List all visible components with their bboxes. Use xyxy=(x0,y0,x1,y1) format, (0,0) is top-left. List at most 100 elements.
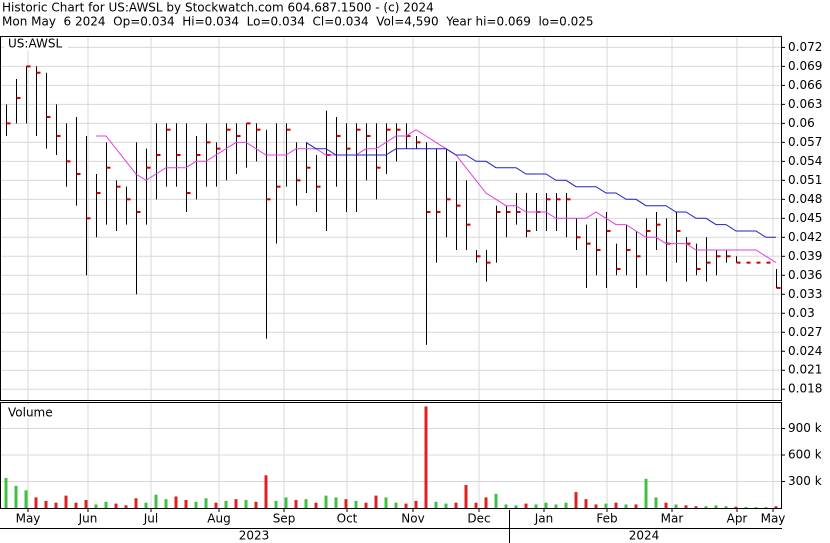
volume-bar xyxy=(224,500,228,508)
volume-bar xyxy=(154,494,158,508)
volume-bar xyxy=(54,502,58,508)
volume-bar xyxy=(74,502,78,508)
label-bg xyxy=(4,405,56,419)
volume-bar xyxy=(654,497,658,508)
volume-bar xyxy=(364,502,368,508)
volume-bar xyxy=(564,502,568,508)
chart-title: Historic Chart for US:AWSL by Stockwatch… xyxy=(2,1,434,15)
volume-bar xyxy=(104,501,108,508)
x-tick-label: Aug xyxy=(207,512,230,526)
y-tick-label: 0.033 xyxy=(788,287,822,301)
chart-subtitle: Mon May 6 2024 Op=0.034 Hi=0.034 Lo=0.03… xyxy=(2,15,594,29)
volume-bar xyxy=(644,478,648,508)
y-tick-label: 0.024 xyxy=(788,344,822,358)
volume-bar xyxy=(684,505,688,508)
volume-bar xyxy=(24,490,28,508)
volume-bar xyxy=(184,500,188,508)
volume-bar xyxy=(264,475,268,508)
volume-bar xyxy=(374,495,378,508)
volume-bar xyxy=(64,495,68,508)
volume-bar xyxy=(44,500,48,508)
y-tick-label: 0.057 xyxy=(788,135,822,149)
volume-bar xyxy=(674,504,678,508)
volume-bar xyxy=(664,502,668,508)
volume-bar xyxy=(414,500,418,508)
y-tick-label: 0.054 xyxy=(788,154,822,168)
volume-bar xyxy=(504,504,508,508)
volume-bar xyxy=(284,497,288,508)
x-tick-label: May xyxy=(761,512,786,526)
volume-bar xyxy=(524,503,528,508)
volume-bar xyxy=(214,502,218,508)
year-label: 2023 xyxy=(239,529,270,543)
y-tick-label: 0.072 xyxy=(788,40,822,54)
volume-bar xyxy=(314,502,318,508)
volume-bar xyxy=(94,504,98,508)
y-tick-label: 300 k xyxy=(788,474,822,488)
volume-bar xyxy=(514,505,518,508)
volume-bar xyxy=(354,500,358,508)
x-tick-label: Mar xyxy=(661,512,684,526)
plot-area xyxy=(1,36,781,508)
volume-bar xyxy=(294,500,298,508)
volume-bar xyxy=(134,498,138,508)
x-tick-label: Sep xyxy=(273,512,296,526)
volume-bar xyxy=(594,504,598,508)
volume-bar xyxy=(14,485,18,508)
volume-bar xyxy=(244,500,248,508)
volume-bar xyxy=(334,497,338,508)
volume-bar xyxy=(764,507,768,508)
volume-bar xyxy=(4,477,8,508)
volume-bar xyxy=(754,507,758,508)
volume-bar xyxy=(474,502,478,508)
volume-bar xyxy=(34,497,38,508)
volume-bar xyxy=(234,499,238,508)
volume-bar xyxy=(144,502,148,508)
volume-bar xyxy=(454,502,458,508)
volume-bar xyxy=(404,503,408,508)
y-tick-label: 0.042 xyxy=(788,230,822,244)
volume-bar xyxy=(84,500,88,508)
x-tick-label: Oct xyxy=(337,512,358,526)
label-bg xyxy=(4,38,68,50)
volume-bar xyxy=(114,503,118,508)
volume-bar xyxy=(174,496,178,508)
y-tick-label: 0.036 xyxy=(788,268,822,282)
volume-bar xyxy=(584,499,588,508)
volume-bar xyxy=(634,504,638,508)
x-tick-label: Jun xyxy=(78,512,98,526)
x-tick-label: Apr xyxy=(727,512,748,526)
y-tick-label: 600 k xyxy=(788,448,822,462)
volume-bar xyxy=(124,505,128,508)
x-tick-label: Dec xyxy=(467,512,490,526)
y-tick-label: 0.063 xyxy=(788,97,822,111)
y-tick-label: 0.06 xyxy=(788,116,815,130)
price-label: US:AWSL xyxy=(8,37,62,51)
volume-bar xyxy=(724,506,728,508)
x-tick-label: Jan xyxy=(534,512,554,526)
volume-bar xyxy=(254,501,258,508)
y-tick-label: 0.069 xyxy=(788,59,822,73)
volume-bar xyxy=(624,504,628,508)
volume-label: Volume xyxy=(8,406,53,420)
volume-bar xyxy=(424,406,428,508)
x-tick-label: Feb xyxy=(596,512,617,526)
y-tick-label: 0.03 xyxy=(788,306,815,320)
volume-bar xyxy=(694,506,698,508)
volume-bar xyxy=(544,502,548,508)
volume-bar xyxy=(394,502,398,508)
volume-bar xyxy=(384,497,388,508)
y-tick-label: 900 k xyxy=(788,421,822,435)
y-tick-label: 0.051 xyxy=(788,173,822,187)
volume-bar xyxy=(194,501,198,508)
year-label: 2024 xyxy=(629,529,660,543)
volume-bar xyxy=(344,499,348,508)
volume-bar xyxy=(274,500,278,508)
volume-bar xyxy=(484,497,488,508)
volume-bar xyxy=(444,503,448,508)
volume-bar xyxy=(164,499,168,508)
y-tick-label: 0.048 xyxy=(788,192,822,206)
volume-bar xyxy=(734,506,738,508)
